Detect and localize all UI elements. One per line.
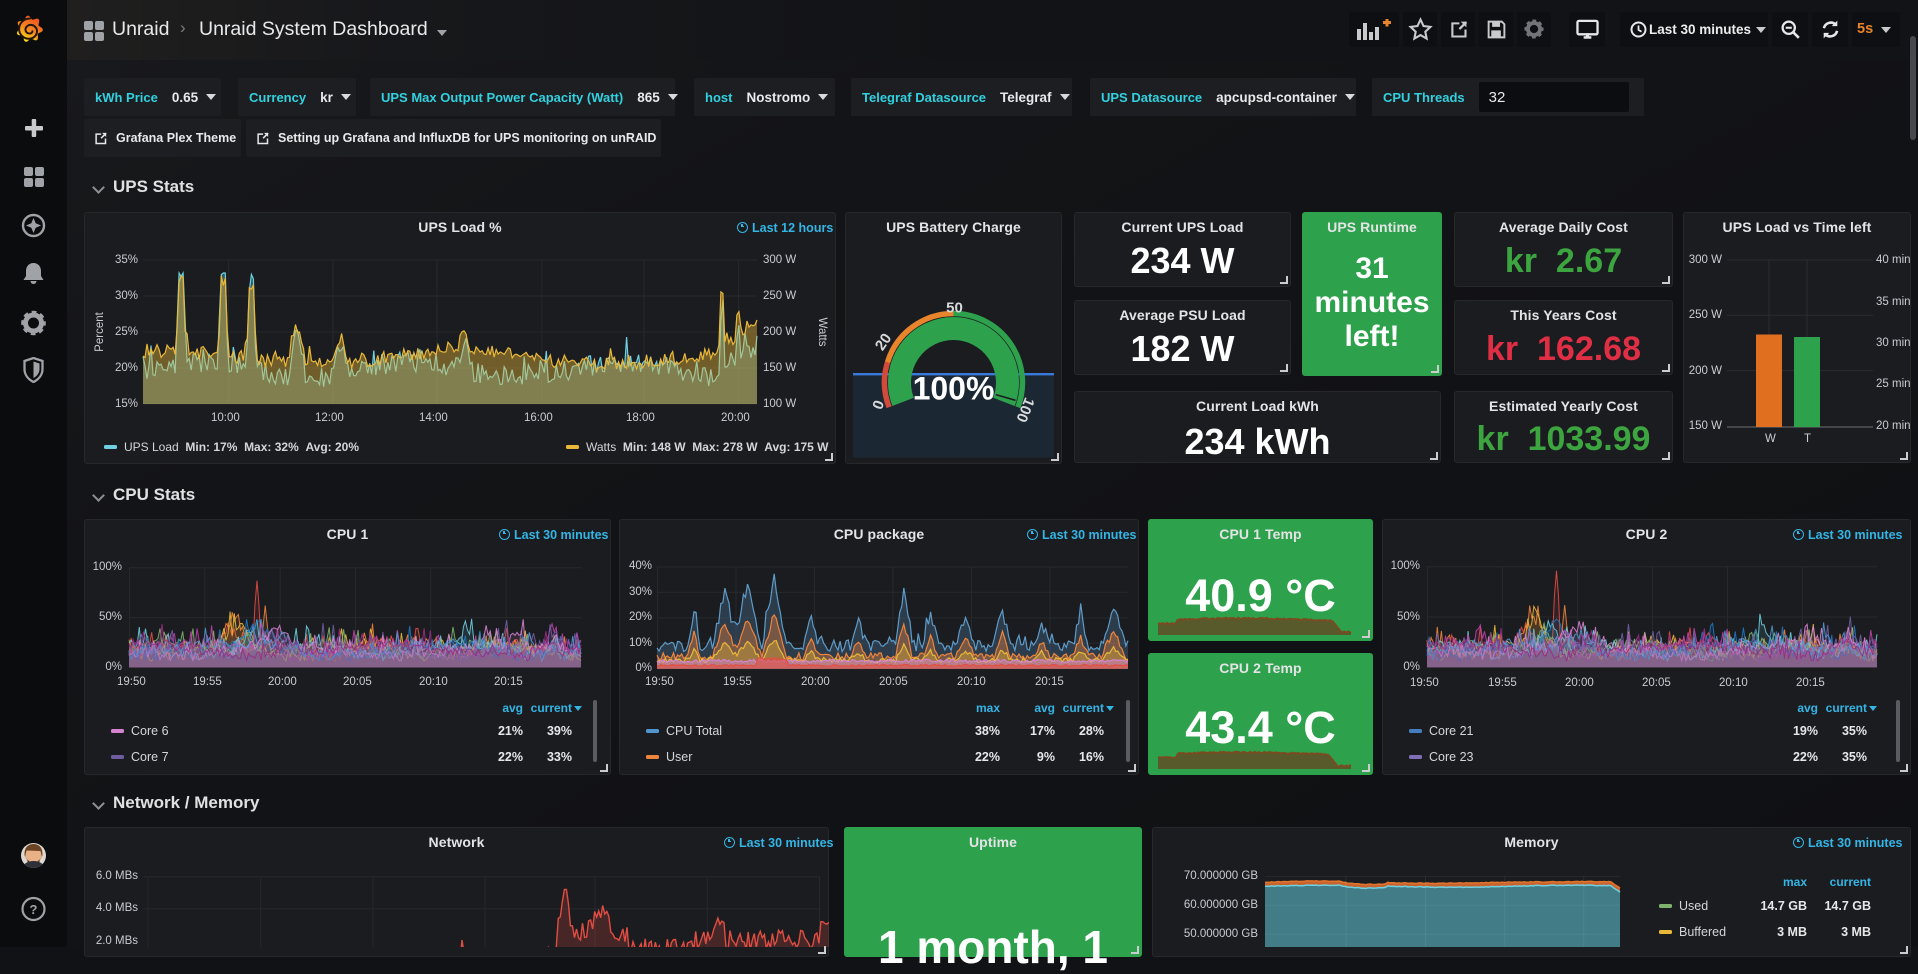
svg-text:50: 50 (946, 300, 963, 317)
svg-text:20: 20 (872, 330, 895, 353)
svg-text:100%: 100% (913, 371, 995, 407)
svg-text:?: ? (30, 902, 38, 917)
